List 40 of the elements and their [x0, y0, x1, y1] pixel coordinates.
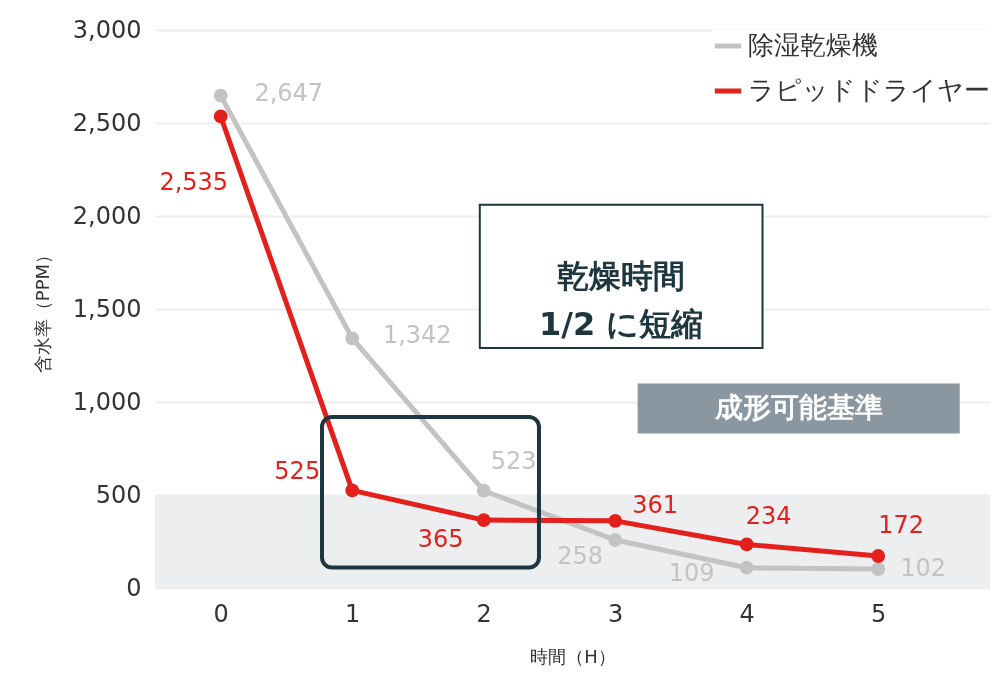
x-tick-label: 3 [608, 599, 624, 628]
point [345, 483, 360, 498]
x-tick-label: 5 [871, 599, 887, 628]
y-tick-label: 1,500 [72, 294, 142, 323]
y-tick-label: 3,000 [72, 15, 142, 44]
point [476, 483, 491, 498]
point [213, 88, 228, 103]
point [739, 560, 754, 575]
legend-label: ラピッドドライヤー [748, 75, 990, 105]
data-label: 2,647 [254, 78, 324, 107]
point [213, 109, 228, 124]
x-tick-label: 1 [345, 599, 361, 628]
point [871, 549, 886, 563]
data-label: 523 [490, 446, 537, 475]
data-label: 2,535 [159, 168, 229, 197]
data-label: 361 [632, 490, 679, 519]
point [871, 562, 886, 576]
point [608, 513, 623, 528]
data-label: 234 [745, 502, 792, 531]
point [608, 533, 623, 547]
y-axis-title: 含水率（PPM） [31, 245, 53, 374]
band-label: 成形可能基準 [713, 390, 883, 424]
data-label: 1,342 [382, 321, 452, 350]
x-tick-label: 0 [213, 599, 229, 628]
y-tick-label: 1,000 [72, 387, 142, 416]
y-tick-label: 2,500 [72, 108, 142, 137]
data-label: 365 [417, 525, 464, 554]
x-axis-title: 時間（H） [530, 645, 616, 667]
point [476, 513, 491, 527]
point [345, 331, 360, 346]
legend-label: 除湿乾燥機 [748, 30, 878, 60]
data-label: 172 [878, 511, 925, 540]
data-label: 525 [274, 457, 321, 486]
x-tick-label: 4 [739, 599, 755, 628]
y-tick-label: 0 [126, 573, 142, 602]
x-tick-label: 2 [476, 599, 492, 628]
y-tick-label: 500 [95, 480, 142, 509]
y-tick-label: 2,000 [72, 201, 142, 230]
point [739, 537, 754, 552]
annotation: 乾燥時間 1/2 に短縮 [538, 257, 704, 344]
